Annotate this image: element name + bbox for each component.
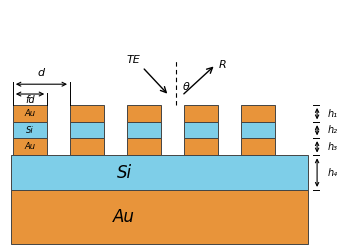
Bar xyxy=(70,122,104,138)
Bar xyxy=(184,138,218,155)
Bar xyxy=(184,105,218,122)
Text: Si: Si xyxy=(26,126,34,135)
Bar xyxy=(127,138,161,155)
Bar xyxy=(70,105,104,122)
Text: fd: fd xyxy=(25,95,35,105)
Text: h₁: h₁ xyxy=(327,109,338,119)
Text: h₂: h₂ xyxy=(327,125,338,135)
Bar xyxy=(241,122,275,138)
Bar xyxy=(184,122,218,138)
Text: R: R xyxy=(219,60,227,70)
Bar xyxy=(11,190,308,244)
Text: θ: θ xyxy=(183,82,190,92)
Bar xyxy=(127,122,161,138)
Text: h₃: h₃ xyxy=(327,142,338,152)
Bar xyxy=(13,122,47,138)
Text: d: d xyxy=(38,68,45,78)
Bar xyxy=(11,155,308,190)
Text: h₄: h₄ xyxy=(327,168,338,178)
Text: Au: Au xyxy=(113,208,135,226)
Text: TE: TE xyxy=(127,55,140,64)
Bar xyxy=(127,105,161,122)
Bar xyxy=(13,138,47,155)
Bar xyxy=(241,105,275,122)
Bar xyxy=(241,138,275,155)
Bar xyxy=(13,105,47,122)
Text: Si: Si xyxy=(117,164,132,182)
Text: Au: Au xyxy=(25,142,35,151)
Text: Au: Au xyxy=(25,109,35,118)
Bar xyxy=(70,138,104,155)
